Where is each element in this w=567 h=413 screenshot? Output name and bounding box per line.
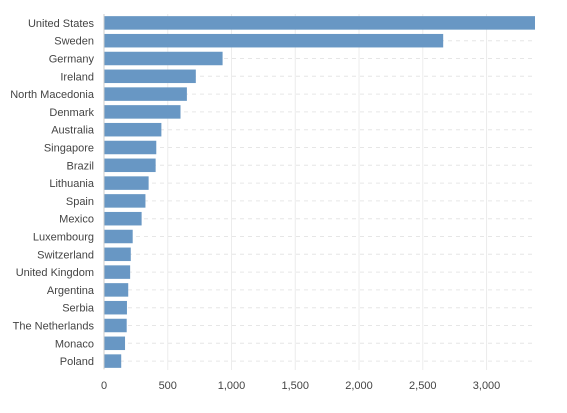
bar xyxy=(104,265,131,279)
category-label: United States xyxy=(28,18,95,30)
x-tick-label: 0 xyxy=(101,380,107,392)
category-label: Poland xyxy=(60,356,94,368)
bar xyxy=(104,283,129,297)
category-label: Switzerland xyxy=(37,249,94,261)
category-label: Argentina xyxy=(47,285,95,297)
category-label: Luxembourg xyxy=(33,232,94,244)
bar xyxy=(104,318,127,333)
bar xyxy=(104,336,126,351)
bar xyxy=(104,158,156,173)
grid-lines xyxy=(103,14,535,370)
x-tick-label: 1,500 xyxy=(282,380,310,392)
bar xyxy=(104,194,146,208)
bar xyxy=(104,33,444,48)
bars xyxy=(104,16,535,368)
category-label: Monaco xyxy=(55,338,94,350)
bar xyxy=(104,229,133,244)
category-label: Ireland xyxy=(60,71,94,83)
x-tick-label: 500 xyxy=(159,380,177,392)
bar xyxy=(104,211,142,226)
category-label: Brazil xyxy=(66,160,94,172)
category-label: Mexico xyxy=(59,214,94,226)
category-label: North Macedonia xyxy=(10,89,95,101)
category-label: Denmark xyxy=(49,107,94,119)
bar xyxy=(104,51,223,66)
bar xyxy=(104,247,131,262)
category-label: Sweden xyxy=(54,36,94,48)
category-label: Germany xyxy=(49,54,95,66)
category-label: The Netherlands xyxy=(13,321,95,333)
x-tick-label: 1,000 xyxy=(218,380,246,392)
x-tick-label: 2,500 xyxy=(409,380,437,392)
x-tick-label: 3,000 xyxy=(473,380,501,392)
bar xyxy=(104,122,162,137)
bar xyxy=(104,16,535,30)
category-label: Lithuania xyxy=(49,178,95,190)
category-label: United Kingdom xyxy=(16,267,94,279)
category-label: Australia xyxy=(51,125,95,137)
category-labels: United States Sweden Germany Ireland North M… xyxy=(10,18,95,368)
category-label: Spain xyxy=(66,196,94,208)
x-tick-label: 2,000 xyxy=(345,380,373,392)
bar xyxy=(104,176,149,190)
bar xyxy=(104,105,181,119)
category-label: Serbia xyxy=(62,303,95,315)
bar xyxy=(104,300,127,315)
bar xyxy=(104,87,187,101)
bar xyxy=(104,69,196,84)
bar xyxy=(104,354,122,368)
x-tick-labels: 0 500 1,000 1,500 2,000 2,500 3,000 xyxy=(101,380,500,392)
bar xyxy=(104,140,157,155)
category-label: Singapore xyxy=(44,143,94,155)
